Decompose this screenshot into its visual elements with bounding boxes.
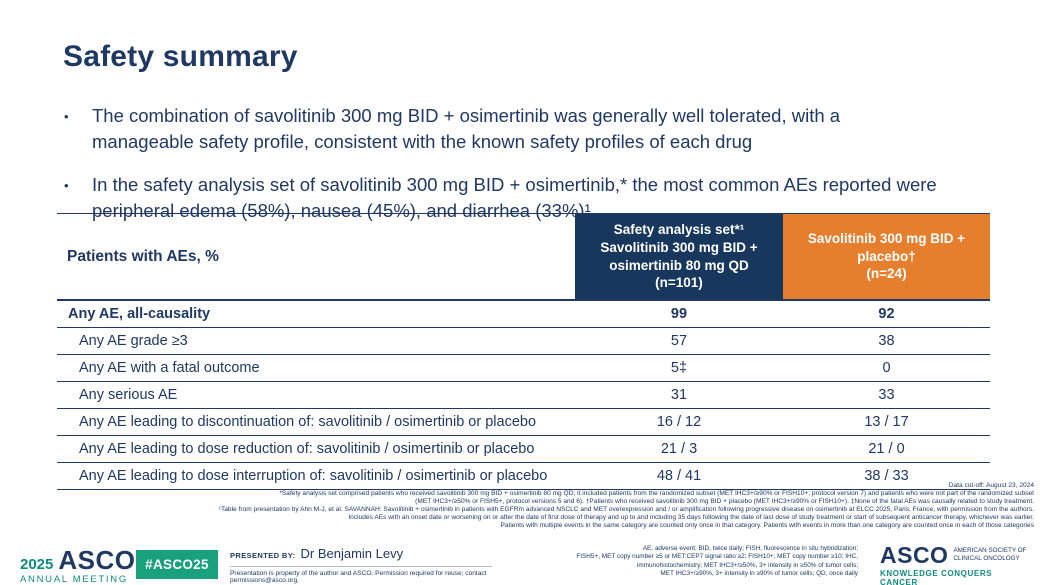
combo-value: 99 (670, 306, 688, 322)
asco-tagline: AMERICAN SOCIETY OF CLINICAL ONCOLOGY (953, 547, 1027, 562)
table-row: Any AE grade ≥3 57 38 (57, 327, 990, 354)
presented-by-label: PRESENTED BY: (230, 551, 296, 560)
row-label: Any AE leading to dose reduction of: sav… (79, 441, 535, 457)
row-label: Any AE leading to dose interruption of: … (79, 468, 548, 484)
table-row: Any AE leading to dose reduction of: sav… (57, 435, 990, 462)
row-label: Any AE leading to discontinuation of: sa… (79, 414, 537, 430)
combo-value: 31 (670, 387, 688, 403)
placebo-value: 21 / 0 (868, 441, 905, 457)
slide-footer: 2025 ASCO ANNUAL MEETING #ASCO25 PRESENT… (0, 540, 1040, 585)
permission-text: Presentation is property of the author a… (230, 570, 487, 584)
table-header-combo-arm: Safety analysis set*¹ Savolitinib 300 mg… (575, 214, 783, 299)
placebo-value: 0 (882, 360, 891, 376)
footnote-line: Includes AEs with an onset date or worse… (348, 513, 1034, 521)
list-item: • The combination of savolitinib 300 mg … (64, 103, 994, 156)
bullet-icon: • (64, 109, 69, 124)
meeting-year: 2025 (20, 556, 54, 573)
divider (230, 566, 492, 567)
row-label: Any serious AE (79, 387, 178, 403)
combo-value: 57 (670, 333, 688, 349)
footnote-line: Patients with multiple events in the sam… (500, 521, 1034, 529)
table-row: Any AE with a fatal outcome 5‡ 0 (57, 354, 990, 381)
page-title: Safety summary (63, 40, 298, 73)
hashtag-badge: #ASCO25 (136, 550, 218, 579)
table-row: Any serious AE 31 33 (57, 381, 990, 408)
footnote-data-cutoff: Data cut-off: August 23, 2024 (948, 482, 1034, 489)
asco-motto: KNOWLEDGE CONQUERS CANCER (880, 568, 993, 585)
presenter-name: Dr Benjamin Levy (300, 546, 404, 561)
table-row: Any AE leading to dose interruption of: … (57, 462, 990, 489)
bullet-text-common-aes: In the safety analysis set of savolitini… (92, 173, 937, 221)
combo-value: 5‡ (670, 360, 688, 376)
footnote-line: *Safety analysis set comprised patients … (279, 489, 1034, 497)
table-header-placebo-arm: Savolitinib 300 mg BID + placebo† (n=24) (783, 214, 990, 299)
asco-annual-meeting-logo: 2025 ASCO ANNUAL MEETING (20, 547, 136, 585)
placebo-value: 13 / 17 (864, 414, 909, 430)
asco-wordmark: ASCO (880, 542, 949, 568)
table-header-row: Patients with AEs, % Safety analysis set… (57, 214, 990, 299)
annual-meeting-label: ANNUAL MEETING (20, 574, 128, 585)
placebo-value: 33 (878, 387, 895, 403)
table-row: Any AE, all-causality 99 92 (57, 299, 990, 327)
presented-by-block: PRESENTED BY: Dr Benjamin Levy Presentat… (230, 546, 500, 584)
row-label: Any AE with a fatal outcome (79, 360, 260, 376)
table-row: Any AE leading to discontinuation of: sa… (57, 408, 990, 435)
list-item: • In the safety analysis set of savoliti… (64, 172, 994, 225)
bullet-text-tolerability: The combination of savolitinib 300 mg BI… (92, 105, 841, 153)
bullet-list: • The combination of savolitinib 300 mg … (64, 103, 994, 240)
combo-value: 16 / 12 (656, 414, 702, 430)
row-label: Any AE grade ≥3 (79, 333, 188, 349)
table-body: Any AE, all-causality 99 92 Any AE grade… (57, 299, 990, 490)
combo-value: 21 / 3 (660, 441, 698, 457)
bullet-icon: • (64, 177, 69, 193)
placebo-value: 38 / 33 (864, 468, 909, 484)
footnote-line: (MET IHC3+/≥50% or FISH5+, protocol vers… (415, 497, 1034, 505)
placebo-value: 38 (878, 333, 895, 349)
safety-table: Patients with AEs, % Safety analysis set… (57, 213, 990, 490)
asco-society-logo: ASCO AMERICAN SOCIETY OF CLINICAL ONCOLO… (880, 542, 1032, 585)
asco-wordmark: ASCO (58, 545, 136, 575)
table-header-patients: Patients with AEs, % (67, 247, 219, 265)
abbreviations-text: AE, adverse event; BID, twice daily; FIS… (576, 545, 858, 577)
row-label: Any AE, all-causality (68, 306, 211, 322)
combo-value: 48 / 41 (656, 468, 702, 484)
footnotes-block: Data cut-off: August 23, 2024 *Safety an… (124, 482, 1034, 529)
footnote-line: ¹Table from presentation by Ahn M-J, et … (218, 505, 1034, 513)
placebo-value: 92 (878, 306, 895, 322)
